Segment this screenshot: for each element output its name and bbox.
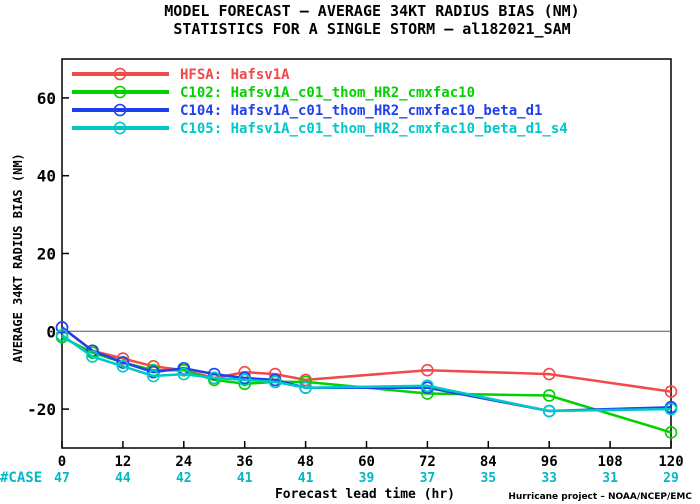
series-point xyxy=(147,369,160,383)
y-axis-label: AVERAGE 34KT RADIUS BIAS (NM) xyxy=(11,153,25,363)
case-label: #CASE xyxy=(0,470,42,486)
case-count: 31 xyxy=(602,471,618,486)
x-axis-label: Forecast lead time (hr) xyxy=(275,487,455,502)
series-point xyxy=(147,365,160,379)
case-count: 41 xyxy=(298,471,314,486)
series-point xyxy=(238,373,251,387)
y-axis: -20 0 20 40 60 xyxy=(27,89,69,419)
legend-swatch-marker xyxy=(113,103,127,117)
case-count: 41 xyxy=(237,471,253,486)
legend-label: C104: Hafsv1A_c01_thom_HR2_cmxfac10_beta… xyxy=(180,103,542,119)
x-tick-label: 48 xyxy=(297,454,314,470)
legend-item-1: HFSA: Hafsv1A xyxy=(72,67,290,83)
series-line xyxy=(61,335,672,434)
legend-label: C105: Hafsv1A_c01_thom_HR2_cmxfac10_beta… xyxy=(180,121,568,137)
legend-swatch-marker xyxy=(113,121,127,135)
x-axis: 0 12 24 36 48 60 72 84 96 108 120 xyxy=(58,441,684,470)
case-count: 33 xyxy=(541,471,557,486)
y-tick-label: 0 xyxy=(46,322,56,341)
series-point xyxy=(207,371,221,385)
x-tick-label: 36 xyxy=(236,454,253,470)
x-tick-label: 120 xyxy=(658,454,683,470)
series-layer xyxy=(55,321,678,439)
series-point xyxy=(177,367,191,381)
case-count: 37 xyxy=(420,471,436,486)
case-count: 35 xyxy=(480,471,496,486)
series-point xyxy=(268,375,282,389)
y-tick-label: 40 xyxy=(37,167,56,186)
series-point xyxy=(116,360,130,373)
series-point xyxy=(664,385,678,398)
x-tick-label: 0 xyxy=(58,454,66,470)
x-tick-label: 12 xyxy=(114,454,131,470)
series-point xyxy=(299,381,312,395)
x-tick-label: 60 xyxy=(358,454,375,470)
series-point xyxy=(116,352,130,365)
chart-title: MODEL FORECAST – AVERAGE 34KT RADIUS BIA… xyxy=(164,2,579,20)
chart-subtitle: STATISTICS FOR A SINGLE STORM – al182021… xyxy=(173,20,570,38)
footer-credit: Hurricane project – NOAA/NCEP/EMC xyxy=(508,492,692,502)
case-count: 44 xyxy=(115,471,131,486)
legend-label: C102: Hafsv1A_c01_thom_HR2_cmxfac10 xyxy=(180,85,475,101)
series-point xyxy=(421,363,434,377)
series-point xyxy=(542,367,556,381)
y-tick-label: 60 xyxy=(37,89,56,108)
x-tick-label: 84 xyxy=(480,454,497,470)
legend-item-2: C102: Hafsv1A_c01_thom_HR2_cmxfac10 xyxy=(72,85,475,101)
series-3 xyxy=(55,321,678,418)
series-point xyxy=(55,328,69,342)
series-point xyxy=(116,356,130,369)
legend-swatch-marker xyxy=(113,85,127,99)
x-tick-label: 72 xyxy=(419,454,436,470)
series-point xyxy=(207,367,221,381)
series-point xyxy=(421,379,434,393)
case-row: #CASE 47 44 42 41 41 39 37 35 33 31 29 xyxy=(0,470,679,486)
x-tick-label: 96 xyxy=(541,454,558,470)
legend: HFSA: Hafsv1A C102: Hafsv1A_c01_thom_HR2_… xyxy=(72,67,568,137)
series-point xyxy=(664,426,678,439)
x-tick-label: 24 xyxy=(175,454,192,470)
case-count: 42 xyxy=(176,471,192,486)
case-count: 39 xyxy=(359,471,375,486)
series-point xyxy=(542,404,556,418)
case-count: 29 xyxy=(663,471,679,486)
x-tick-label: 108 xyxy=(597,454,622,470)
y-tick-label: -20 xyxy=(27,400,56,419)
y-tick-label: 20 xyxy=(37,245,56,264)
series-2 xyxy=(55,330,678,439)
series-point xyxy=(664,402,678,416)
series-point xyxy=(86,350,99,363)
case-count: 47 xyxy=(54,471,70,486)
legend-item-4: C105: Hafsv1A_c01_thom_HR2_cmxfac10_beta… xyxy=(72,121,568,137)
legend-item-3: C104: Hafsv1A_c01_thom_HR2_cmxfac10_beta… xyxy=(72,103,542,119)
legend-swatch-marker xyxy=(113,67,127,81)
legend-label: HFSA: Hafsv1A xyxy=(180,67,290,83)
series-4 xyxy=(55,328,678,418)
series-point xyxy=(542,389,556,402)
series-point xyxy=(55,321,69,334)
